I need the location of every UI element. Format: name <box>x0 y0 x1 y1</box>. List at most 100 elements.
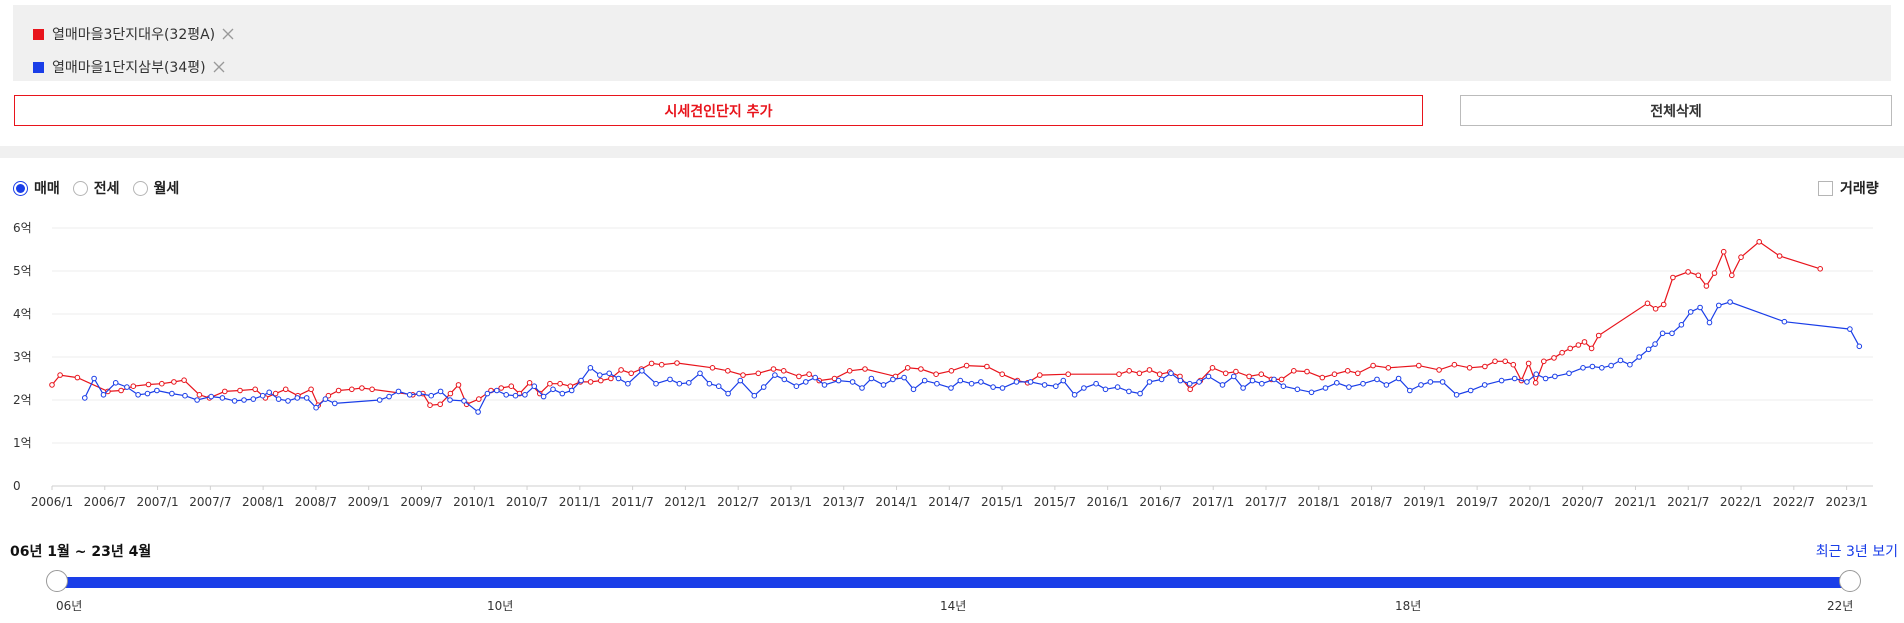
data-point[interactable] <box>171 379 177 385</box>
data-point[interactable] <box>676 380 683 387</box>
data-point[interactable] <box>1467 387 1474 394</box>
data-point[interactable] <box>890 376 896 383</box>
data-point[interactable] <box>653 380 659 387</box>
data-point[interactable] <box>618 367 624 373</box>
data-point[interactable] <box>806 371 812 377</box>
data-point[interactable] <box>1659 330 1666 337</box>
data-point[interactable] <box>112 380 119 386</box>
data-point[interactable] <box>1041 382 1048 388</box>
data-point[interactable] <box>1776 253 1783 259</box>
data-point[interactable] <box>1271 376 1277 383</box>
data-point[interactable] <box>1102 386 1109 393</box>
data-point[interactable] <box>1231 373 1237 380</box>
data-point[interactable] <box>1652 341 1658 347</box>
data-point[interactable] <box>1278 376 1285 383</box>
data-point[interactable] <box>1599 365 1605 371</box>
data-point[interactable] <box>508 383 515 389</box>
data-point[interactable] <box>559 390 566 397</box>
close-icon[interactable] <box>221 27 235 41</box>
data-point[interactable] <box>770 366 777 372</box>
data-point[interactable] <box>124 384 130 390</box>
data-point[interactable] <box>859 385 865 391</box>
data-point[interactable] <box>812 374 819 381</box>
data-point[interactable] <box>1511 375 1518 382</box>
data-point[interactable] <box>503 392 510 398</box>
data-point[interactable] <box>275 396 282 402</box>
data-point[interactable] <box>1552 373 1558 380</box>
data-point[interactable] <box>447 397 453 403</box>
data-point[interactable] <box>1716 302 1722 309</box>
data-point[interactable] <box>1177 377 1184 384</box>
data-point[interactable] <box>395 388 402 395</box>
data-point[interactable] <box>1817 266 1823 272</box>
data-point[interactable] <box>303 395 310 401</box>
data-point[interactable] <box>1156 371 1163 377</box>
data-point[interactable] <box>709 365 716 371</box>
data-point[interactable] <box>1492 358 1498 365</box>
data-point[interactable] <box>1669 330 1675 337</box>
data-point[interactable] <box>686 380 692 386</box>
data-point[interactable] <box>1360 380 1366 387</box>
data-point[interactable] <box>990 384 996 390</box>
data-point[interactable] <box>272 390 279 397</box>
data-point[interactable] <box>325 392 332 399</box>
data-point[interactable] <box>540 393 547 400</box>
data-point[interactable] <box>476 396 482 402</box>
data-point[interactable] <box>1146 379 1153 385</box>
data-point[interactable] <box>725 368 731 374</box>
data-point[interactable] <box>144 390 151 397</box>
data-point[interactable] <box>880 382 887 388</box>
data-point[interactable] <box>1186 380 1193 387</box>
data-point[interactable] <box>1636 354 1642 360</box>
data-point[interactable] <box>1533 371 1539 377</box>
data-point[interactable] <box>231 398 238 404</box>
data-point[interactable] <box>1374 376 1380 383</box>
data-point[interactable] <box>984 363 990 370</box>
data-point[interactable] <box>118 387 124 394</box>
data-point[interactable] <box>1856 343 1863 350</box>
data-point[interactable] <box>1065 371 1071 377</box>
data-point[interactable] <box>587 379 594 385</box>
data-point[interactable] <box>169 390 175 397</box>
data-point[interactable] <box>639 368 645 374</box>
data-point[interactable] <box>100 392 107 398</box>
data-point[interactable] <box>755 370 762 377</box>
data-point[interactable] <box>1697 304 1703 311</box>
data-point[interactable] <box>957 377 964 384</box>
data-point[interactable] <box>1081 385 1087 391</box>
data-point[interactable] <box>537 390 543 397</box>
data-point[interactable] <box>1418 382 1424 388</box>
data-point[interactable] <box>1291 368 1297 374</box>
data-point[interactable] <box>606 370 613 377</box>
data-point[interactable] <box>531 383 538 389</box>
data-point[interactable] <box>437 388 444 395</box>
data-point[interactable] <box>948 385 954 391</box>
slider-start-handle[interactable] <box>46 570 68 592</box>
data-point[interactable] <box>1126 368 1132 374</box>
data-point[interactable] <box>1322 385 1329 391</box>
radio-sale[interactable]: 매매 <box>13 178 60 198</box>
data-point[interactable] <box>557 380 563 387</box>
data-point[interactable] <box>313 404 319 411</box>
data-point[interactable] <box>1196 379 1202 385</box>
data-point[interactable] <box>1331 371 1338 377</box>
data-point[interactable] <box>1617 357 1624 364</box>
data-point[interactable] <box>1222 370 1229 377</box>
data-point[interactable] <box>1453 392 1460 398</box>
data-point[interactable] <box>237 387 243 394</box>
data-point[interactable] <box>135 392 141 398</box>
data-point[interactable] <box>266 389 273 396</box>
data-point[interactable] <box>455 382 462 388</box>
data-point[interactable] <box>1595 332 1602 339</box>
data-point[interactable] <box>1481 382 1488 388</box>
data-point[interactable] <box>1498 377 1505 384</box>
data-point[interactable] <box>1525 360 1532 367</box>
data-point[interactable] <box>697 370 703 377</box>
data-point[interactable] <box>259 392 266 399</box>
data-point[interactable] <box>130 383 137 389</box>
data-point[interactable] <box>1060 377 1067 384</box>
data-point[interactable] <box>461 398 467 404</box>
data-point[interactable] <box>437 401 444 408</box>
data-point[interactable] <box>1439 379 1446 385</box>
data-point[interactable] <box>1727 299 1733 305</box>
